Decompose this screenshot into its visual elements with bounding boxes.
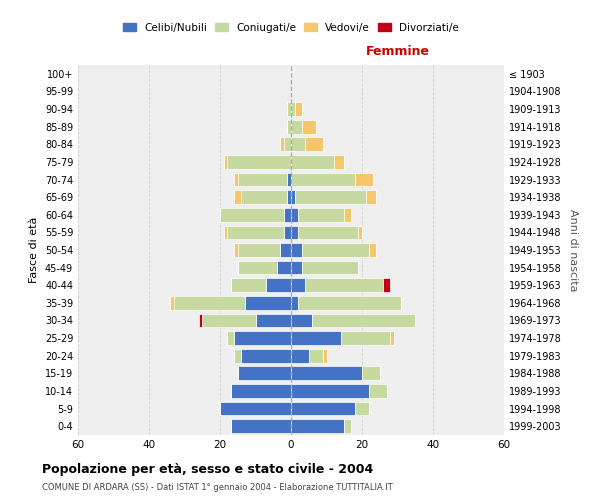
Bar bbox=[287, 172, 291, 186]
Legend: Celibi/Nubili, Coniugati/e, Vedovi/e, Divorziati/e: Celibi/Nubili, Coniugati/e, Vedovi/e, Di… bbox=[119, 18, 463, 36]
Bar bbox=[220, 208, 284, 222]
Bar bbox=[287, 190, 291, 204]
Bar bbox=[238, 366, 291, 380]
Bar bbox=[341, 331, 391, 345]
Bar bbox=[344, 208, 352, 222]
Bar bbox=[170, 296, 174, 310]
Bar bbox=[291, 349, 309, 362]
Bar bbox=[291, 296, 298, 310]
Bar bbox=[302, 120, 316, 134]
Bar bbox=[234, 331, 291, 345]
Bar bbox=[284, 138, 291, 151]
Bar bbox=[291, 366, 362, 380]
Bar bbox=[355, 172, 373, 186]
Bar bbox=[291, 138, 305, 151]
Bar bbox=[305, 278, 383, 292]
Bar bbox=[280, 138, 284, 151]
Bar bbox=[291, 226, 298, 239]
Bar bbox=[202, 314, 256, 328]
Bar bbox=[391, 331, 394, 345]
Bar bbox=[369, 243, 376, 257]
Bar bbox=[365, 190, 376, 204]
Bar bbox=[369, 384, 387, 398]
Bar bbox=[291, 120, 302, 134]
Bar bbox=[241, 349, 291, 362]
Bar bbox=[334, 155, 344, 169]
Bar bbox=[291, 172, 355, 186]
Bar bbox=[287, 102, 291, 116]
Bar bbox=[305, 138, 323, 151]
Bar bbox=[234, 349, 241, 362]
Bar bbox=[291, 402, 355, 415]
Bar bbox=[323, 349, 326, 362]
Bar bbox=[295, 102, 302, 116]
Bar bbox=[234, 190, 241, 204]
Bar bbox=[241, 190, 287, 204]
Bar bbox=[280, 243, 291, 257]
Text: COMUNE DI ARDARA (SS) - Dati ISTAT 1° gennaio 2004 - Elaborazione TUTTITALIA.IT: COMUNE DI ARDARA (SS) - Dati ISTAT 1° ge… bbox=[42, 484, 393, 492]
Y-axis label: Anni di nascita: Anni di nascita bbox=[568, 209, 578, 291]
Bar bbox=[174, 296, 245, 310]
Bar bbox=[291, 314, 313, 328]
Bar bbox=[234, 172, 238, 186]
Bar bbox=[344, 420, 352, 433]
Bar bbox=[238, 243, 280, 257]
Bar bbox=[227, 331, 234, 345]
Bar bbox=[230, 278, 266, 292]
Bar bbox=[224, 155, 227, 169]
Bar bbox=[291, 190, 295, 204]
Bar bbox=[298, 208, 344, 222]
Bar bbox=[238, 260, 277, 274]
Bar bbox=[284, 208, 291, 222]
Bar bbox=[220, 402, 291, 415]
Bar bbox=[291, 243, 302, 257]
Bar bbox=[291, 420, 344, 433]
Bar bbox=[230, 420, 291, 433]
Bar bbox=[291, 208, 298, 222]
Bar bbox=[227, 155, 291, 169]
Text: Popolazione per età, sesso e stato civile - 2004: Popolazione per età, sesso e stato civil… bbox=[42, 462, 373, 475]
Bar bbox=[291, 155, 334, 169]
Bar bbox=[224, 226, 227, 239]
Text: Femmine: Femmine bbox=[365, 44, 430, 58]
Bar bbox=[298, 226, 358, 239]
Bar bbox=[234, 243, 238, 257]
Bar bbox=[313, 314, 415, 328]
Bar bbox=[277, 260, 291, 274]
Bar bbox=[362, 366, 380, 380]
Bar bbox=[287, 120, 291, 134]
Bar bbox=[291, 102, 295, 116]
Bar bbox=[256, 314, 291, 328]
Bar bbox=[295, 190, 365, 204]
Bar bbox=[302, 260, 358, 274]
Bar bbox=[284, 226, 291, 239]
Bar bbox=[291, 384, 369, 398]
Bar bbox=[309, 349, 323, 362]
Bar bbox=[266, 278, 291, 292]
Bar bbox=[199, 314, 202, 328]
Y-axis label: Fasce di età: Fasce di età bbox=[29, 217, 39, 283]
Bar bbox=[291, 278, 305, 292]
Bar bbox=[298, 296, 401, 310]
Bar bbox=[302, 243, 369, 257]
Bar bbox=[230, 384, 291, 398]
Bar bbox=[358, 226, 362, 239]
Bar bbox=[238, 172, 287, 186]
Bar bbox=[383, 278, 391, 292]
Bar bbox=[291, 260, 302, 274]
Bar bbox=[355, 402, 369, 415]
Bar bbox=[227, 226, 284, 239]
Bar bbox=[245, 296, 291, 310]
Bar bbox=[291, 331, 341, 345]
